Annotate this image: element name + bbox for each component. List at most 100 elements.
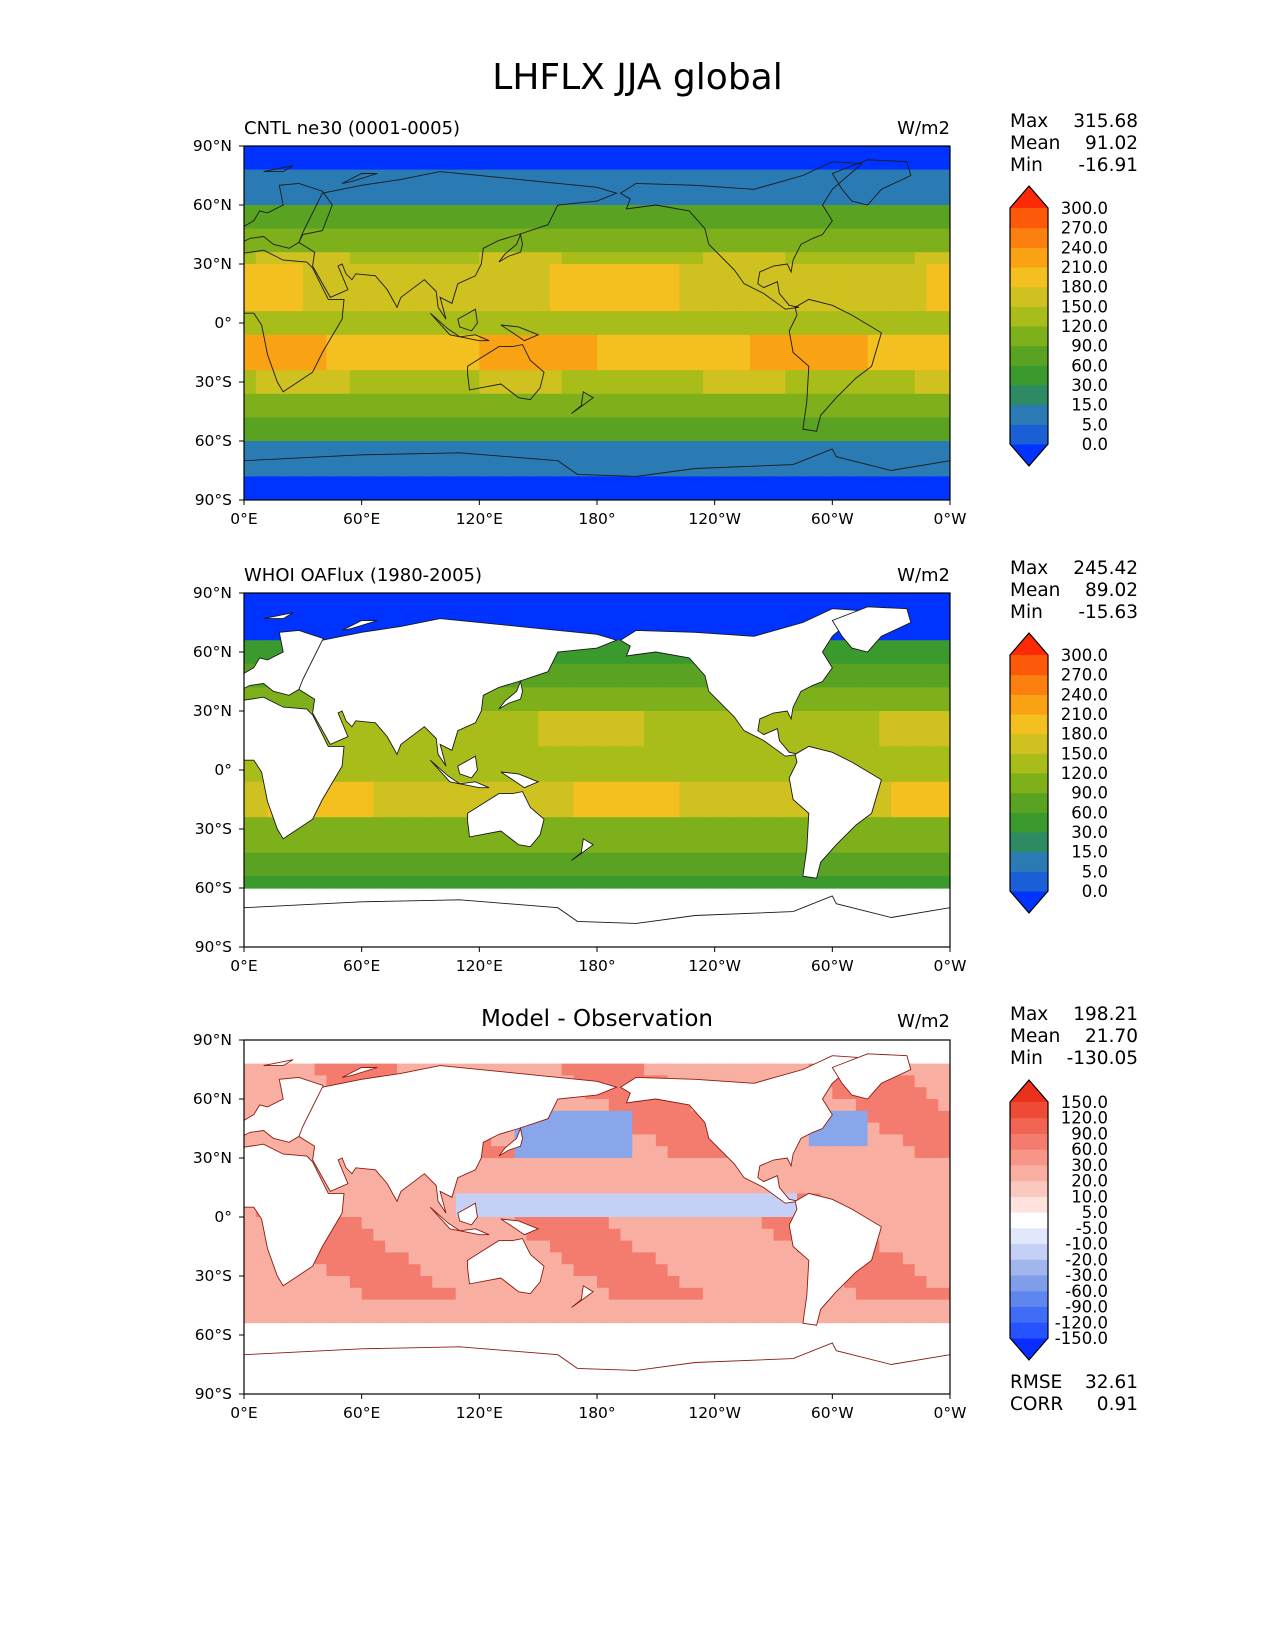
field-cell xyxy=(797,382,810,395)
field-cell xyxy=(491,370,504,383)
field-cell xyxy=(349,1217,363,1230)
field-cell xyxy=(561,228,575,241)
field-cell xyxy=(655,452,669,466)
field-cell xyxy=(820,382,833,395)
field-cell xyxy=(844,1134,857,1147)
field-cell xyxy=(879,864,892,877)
field-cell xyxy=(726,264,739,277)
colorbar-label: 5.0 xyxy=(1082,862,1108,881)
field-cell xyxy=(444,264,457,277)
field-cell xyxy=(632,817,645,830)
field-cell xyxy=(255,829,269,842)
field-cell xyxy=(502,1323,516,1336)
field-cell xyxy=(244,604,257,618)
field-cell xyxy=(644,852,657,865)
field-cell xyxy=(455,429,469,442)
field-cell xyxy=(608,429,622,442)
field-cell xyxy=(832,663,845,677)
field-cell xyxy=(597,334,610,348)
panel-2-axes: 0°E 60°E 120°E 180° 120°W 60°W 0°W90°N60°N30°N… xyxy=(193,584,967,975)
stat-value: 32.61 xyxy=(1085,1372,1138,1393)
field-cell xyxy=(938,593,950,606)
field-cell xyxy=(608,464,622,477)
field-cell xyxy=(644,876,657,889)
field-cell xyxy=(644,169,657,182)
field-cell xyxy=(620,1217,633,1230)
field-cell xyxy=(314,405,327,418)
field-cell xyxy=(891,452,904,466)
field-cell xyxy=(702,370,716,383)
field-cell xyxy=(373,746,386,759)
field-cell xyxy=(314,1311,327,1324)
field-cell xyxy=(855,1311,869,1324)
colorbar-label: 0.0 xyxy=(1082,435,1108,454)
field-cell xyxy=(702,829,716,842)
field-cell xyxy=(514,334,527,348)
field-cell xyxy=(867,393,880,407)
field-cell xyxy=(855,1181,869,1194)
field-cell xyxy=(491,1323,504,1336)
field-cell xyxy=(291,252,304,265)
field-cell xyxy=(267,1087,280,1100)
field-cell xyxy=(679,1158,692,1171)
field-cell xyxy=(479,711,492,724)
field-cell xyxy=(632,311,645,324)
field-cell xyxy=(455,287,469,300)
field-cell xyxy=(526,687,539,700)
field-cell xyxy=(397,746,410,759)
field-cell xyxy=(338,252,351,265)
field-cell xyxy=(761,1051,775,1065)
field-cell xyxy=(726,346,739,359)
field-cell xyxy=(926,1051,939,1065)
field-cell xyxy=(879,758,892,771)
field-cell xyxy=(585,722,598,736)
field-cell xyxy=(373,1311,386,1324)
field-cell xyxy=(467,181,480,194)
field-cell xyxy=(844,240,857,253)
field-cell xyxy=(573,287,586,300)
field-cell xyxy=(538,687,551,700)
field-cell xyxy=(361,1040,375,1053)
field-cell xyxy=(244,616,257,629)
field-cell xyxy=(867,1299,880,1312)
field-cell xyxy=(526,441,539,454)
field-cell xyxy=(620,663,633,677)
field-cell xyxy=(349,1264,363,1277)
field-cell xyxy=(644,722,657,736)
field-cell xyxy=(526,604,539,618)
coastline xyxy=(498,232,523,263)
field-cell xyxy=(444,216,457,230)
field-cell xyxy=(373,758,386,771)
field-cell xyxy=(620,805,633,818)
field-cell xyxy=(632,146,645,159)
field-cell xyxy=(561,1323,575,1336)
field-cell xyxy=(338,829,351,842)
field-cell xyxy=(561,1063,575,1076)
field-cell xyxy=(644,228,657,241)
field-cell xyxy=(679,852,692,865)
field-cell xyxy=(561,852,575,865)
field-cell xyxy=(632,370,645,383)
field-cell xyxy=(808,382,822,395)
field-cell xyxy=(797,346,810,359)
coastline xyxy=(298,171,618,320)
field-cell xyxy=(349,323,363,336)
field-cell xyxy=(926,1311,939,1324)
field-cell xyxy=(314,840,327,854)
field-cell xyxy=(361,1240,375,1253)
field-cell xyxy=(255,181,269,194)
field-cell xyxy=(514,464,527,477)
field-cell xyxy=(573,1099,586,1112)
field-cell xyxy=(750,1252,763,1265)
field-cell xyxy=(738,452,751,466)
field-cell xyxy=(549,1311,563,1324)
field-cell xyxy=(844,687,857,700)
field-cell xyxy=(702,228,716,241)
field-cell xyxy=(679,829,692,842)
field-cell xyxy=(832,711,845,724)
field-cell xyxy=(844,452,857,466)
field-cell xyxy=(820,240,833,253)
field-cell xyxy=(502,746,516,759)
field-cell xyxy=(526,1205,539,1218)
field-cell xyxy=(938,1110,950,1124)
